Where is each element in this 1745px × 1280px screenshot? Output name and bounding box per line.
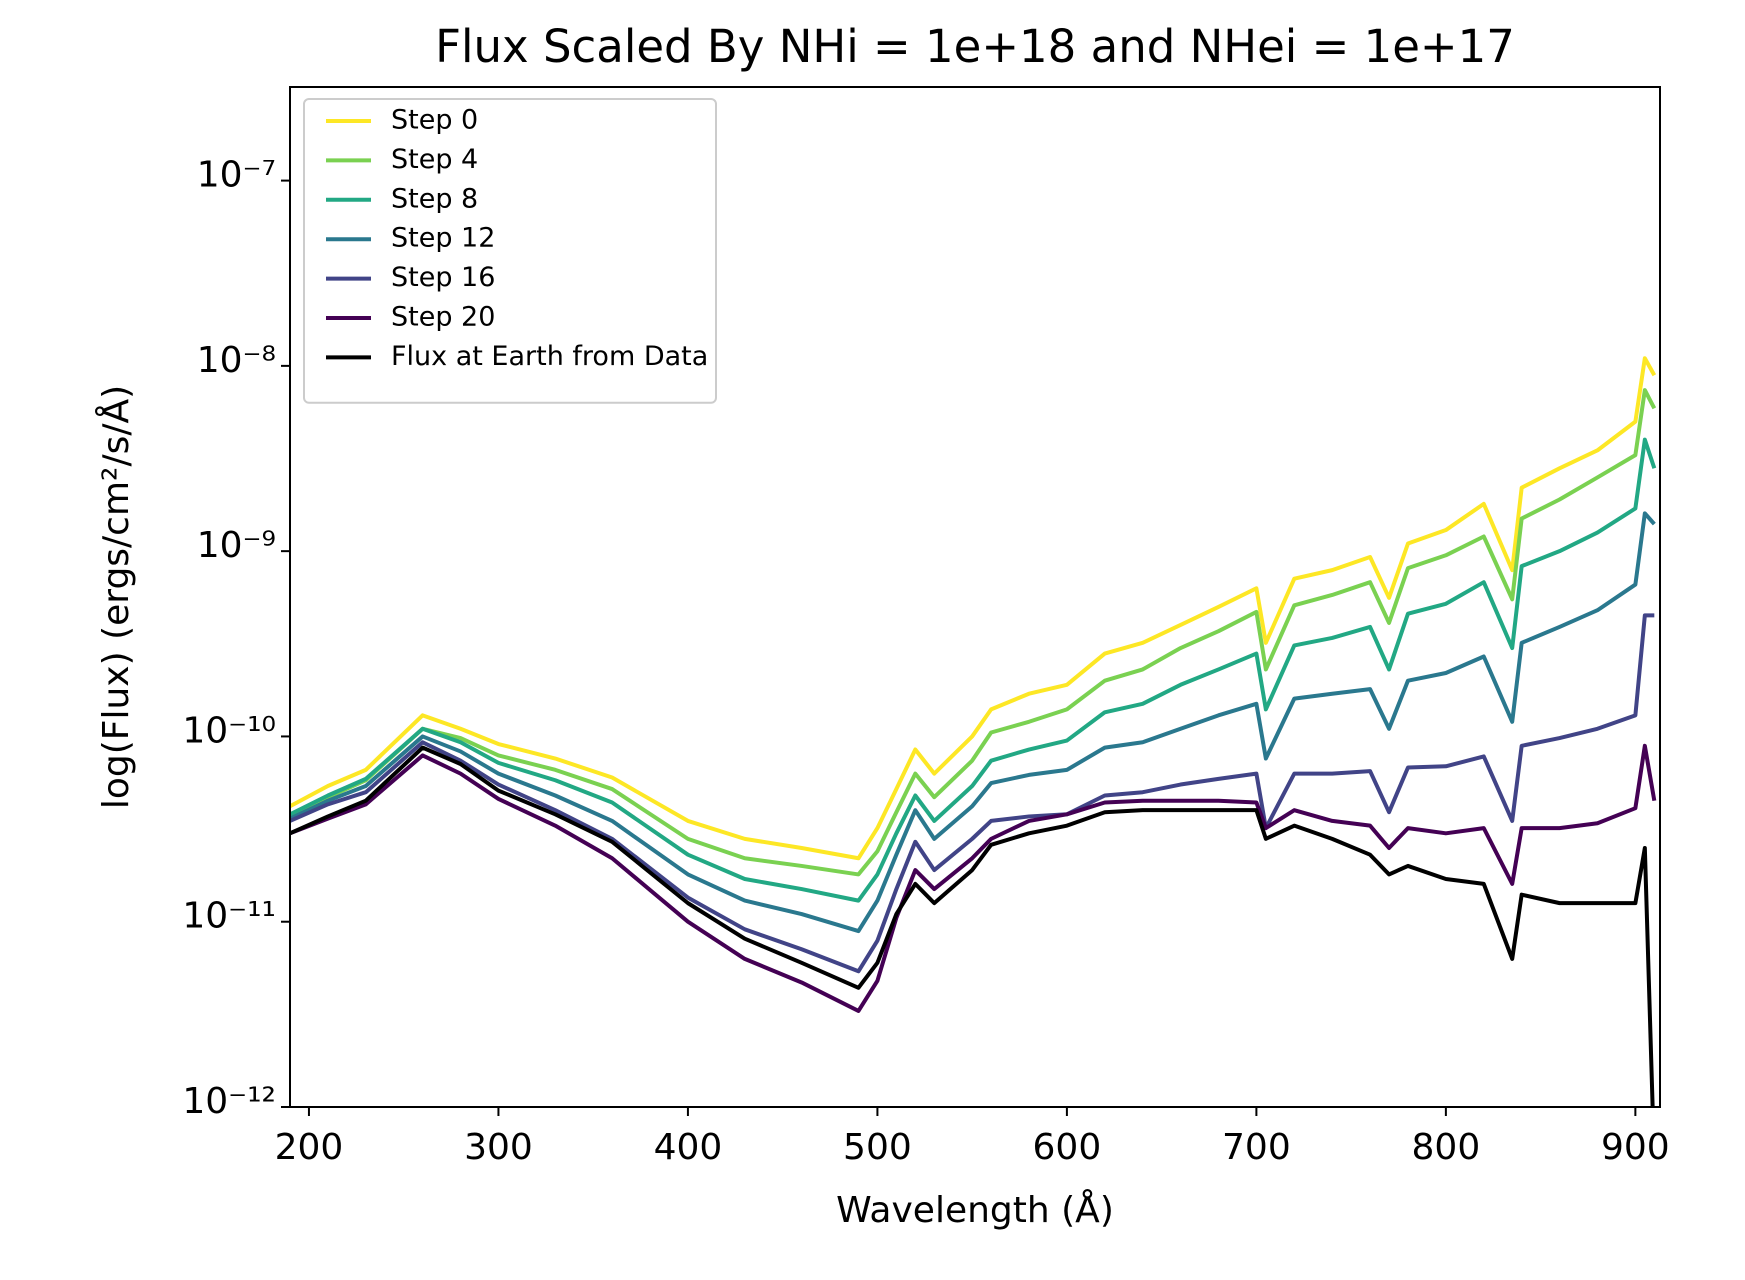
y-tick-label: 10⁻⁷ xyxy=(197,155,276,196)
y-axis-label: log(Flux) (ergs/cm²/s/Å) xyxy=(94,385,137,809)
series-line xyxy=(290,613,1655,974)
legend-label: Flux at Earth from Data xyxy=(391,341,708,372)
legend-box xyxy=(303,98,717,404)
series-line xyxy=(290,388,1657,877)
x-tick-label: 200 xyxy=(275,1127,344,1168)
plot-area xyxy=(290,356,1657,1107)
x-tick-label: 700 xyxy=(1222,1127,1291,1168)
series-line xyxy=(290,745,1655,1107)
legend-label: Step 8 xyxy=(391,183,478,214)
x-tick-label: 600 xyxy=(1033,1127,1102,1168)
y-tick-label: 10⁻⁹ xyxy=(197,525,276,566)
x-tick-label: 900 xyxy=(1601,1127,1670,1168)
chart-title: Flux Scaled By NHi = 1e+18 and NHei = 1e… xyxy=(435,20,1515,73)
series-line xyxy=(290,511,1656,934)
x-tick-label: 800 xyxy=(1412,1127,1481,1168)
y-tick-label: 10⁻⁸ xyxy=(197,340,276,381)
y-tick-label: 10⁻¹¹ xyxy=(182,896,276,937)
legend-label: Step 4 xyxy=(391,144,478,175)
x-tick-label: 300 xyxy=(464,1127,533,1168)
plot-frame xyxy=(289,86,1661,1108)
x-tick-label: 400 xyxy=(654,1127,723,1168)
x-tick-label: 500 xyxy=(843,1127,912,1168)
legend-label: Step 12 xyxy=(391,223,495,254)
legend-label: Step 0 xyxy=(391,105,478,136)
y-tick-label: 10⁻¹⁰ xyxy=(182,710,276,751)
series-line xyxy=(290,356,1657,861)
legend-label: Step 16 xyxy=(391,262,495,293)
series-line xyxy=(290,743,1657,1013)
y-tick-label: 10⁻¹² xyxy=(182,1081,276,1122)
series-line xyxy=(290,437,1657,903)
x-axis-label: Wavelength (Å) xyxy=(836,1188,1114,1231)
legend-label: Step 20 xyxy=(391,302,495,333)
